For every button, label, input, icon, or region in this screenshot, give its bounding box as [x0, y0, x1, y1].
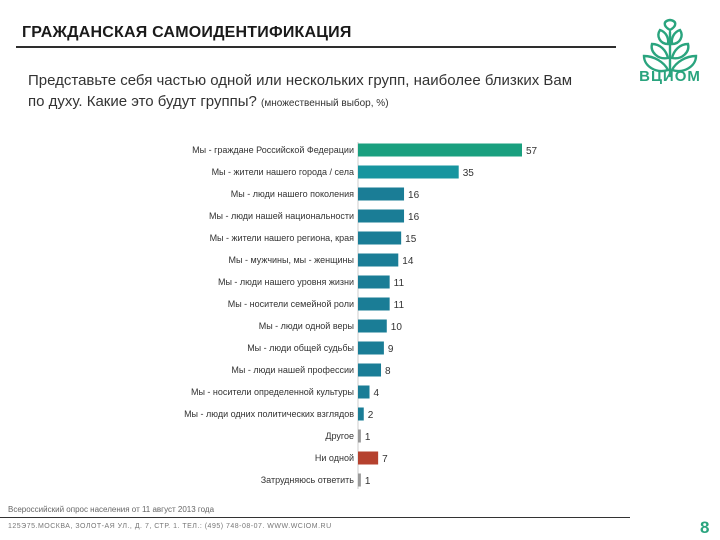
page-number: 8 — [700, 518, 710, 537]
bar — [358, 231, 402, 245]
category-label: Мы - люди нашего уровня жизни — [218, 277, 354, 287]
bar — [358, 319, 387, 333]
category-label: Мы - носители определенной культуры — [191, 387, 354, 397]
bar — [358, 429, 361, 443]
bar-chart: Мы - граждане Российской Федерации 57 Мы -… — [184, 142, 538, 489]
category-label: Мы - люди общей судьбы — [247, 343, 354, 353]
category-label: Мы - люди одной веры — [259, 321, 354, 331]
value-label: 4 — [374, 388, 380, 399]
bar — [358, 209, 405, 223]
category-label: Мы - мужчины, мы - женщины — [229, 255, 354, 265]
contact-address: 125Э75.МОСКВА, ЗОЛОТ-АЯ УЛ., Д. 7, СТР. … — [8, 523, 332, 530]
bar — [358, 363, 382, 377]
value-label: 11 — [394, 300, 405, 311]
value-label: 15 — [405, 234, 417, 245]
footer-divider — [0, 517, 630, 518]
value-label: 7 — [382, 454, 388, 465]
category-label: Мы - люди нашей национальности — [209, 211, 354, 221]
bar — [358, 165, 459, 179]
question-text: Представьте себя частью одной или нескол… — [28, 72, 573, 110]
bar — [358, 341, 384, 355]
value-label: 1 — [365, 476, 371, 487]
category-label: Затрудняюсь ответить — [261, 475, 355, 485]
value-label: 2 — [368, 410, 374, 421]
brand-name: ВЦИОМ — [639, 68, 701, 85]
value-label: 16 — [408, 190, 420, 201]
value-label: 10 — [391, 322, 403, 333]
category-label: Ни одной — [315, 453, 354, 463]
value-label: 57 — [526, 146, 538, 157]
category-label: Мы - люди одних политических взглядов — [184, 409, 354, 419]
bar — [358, 385, 370, 399]
question-note: (множественный выбор, %) — [261, 98, 389, 109]
survey-question: Представьте себя частью одной или нескол… — [28, 70, 588, 114]
category-label: Другое — [325, 431, 354, 441]
wciom-logo-icon — [642, 18, 698, 78]
value-label: 1 — [365, 432, 371, 443]
value-label: 11 — [394, 278, 405, 289]
value-label: 9 — [388, 344, 394, 355]
bar — [358, 253, 399, 267]
category-label: Мы - носители семейной роли — [228, 299, 354, 309]
bar — [358, 143, 522, 157]
source-footnote: Всероссийский опрос населения от 11 авгу… — [8, 505, 215, 514]
bar — [358, 297, 390, 311]
value-label: 35 — [463, 168, 475, 179]
bar — [358, 473, 361, 487]
category-label: Мы - граждане Российской Федерации — [192, 145, 354, 155]
category-label: Мы - жители нашего региона, края — [210, 233, 355, 243]
category-label: Мы - люди нашего поколения — [231, 189, 354, 199]
bar — [358, 451, 379, 465]
value-label: 16 — [408, 212, 420, 223]
bar — [358, 407, 364, 421]
bar — [358, 187, 405, 201]
page-title: ГРАЖДАНСКАЯ САМОИДЕНТИФИКАЦИЯ — [22, 24, 352, 41]
value-label: 14 — [402, 256, 414, 267]
bar — [358, 275, 390, 289]
category-label: Мы - жители нашего города / села — [212, 167, 354, 177]
category-label: Мы - люди нашей профессии — [231, 365, 354, 375]
title-divider — [16, 46, 616, 48]
value-label: 8 — [385, 366, 391, 377]
